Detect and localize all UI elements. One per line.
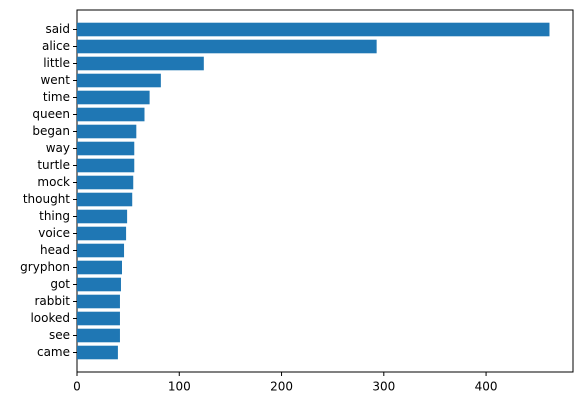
bar	[77, 175, 134, 190]
x-tick-label: 0	[73, 380, 81, 394]
y-tick-label: voice	[38, 226, 70, 240]
bar	[77, 209, 128, 224]
axes-frame	[76, 9, 574, 373]
bar	[77, 226, 127, 241]
bar	[77, 158, 135, 173]
bar	[77, 277, 121, 292]
x-tick-label: 400	[475, 380, 498, 394]
bar	[77, 328, 120, 343]
bar	[77, 90, 150, 105]
y-tick-label: went	[40, 73, 70, 87]
bar	[77, 243, 125, 258]
y-tick-label: queen	[32, 107, 70, 121]
x-tick-label: 300	[372, 380, 395, 394]
y-tick-label: time	[43, 90, 70, 104]
y-tick-label: came	[37, 345, 70, 359]
bar	[77, 124, 137, 139]
y-tick-label: said	[45, 22, 70, 36]
y-tick-label: gryphon	[20, 260, 70, 274]
bar	[77, 345, 118, 360]
y-tick-label: rabbit	[34, 294, 70, 308]
y-tick-label: see	[49, 328, 70, 342]
x-tick-label: 200	[270, 380, 293, 394]
bar	[77, 39, 377, 54]
bar	[77, 294, 120, 309]
bar	[77, 73, 161, 88]
bar	[77, 107, 145, 122]
bar	[77, 22, 550, 37]
bar	[77, 56, 204, 71]
y-tick-label: little	[43, 56, 70, 70]
bar	[77, 192, 133, 207]
y-tick-label: began	[32, 124, 70, 138]
bar	[77, 260, 122, 275]
bar	[77, 311, 120, 326]
y-tick-label: looked	[30, 311, 70, 325]
y-tick-label: thought	[23, 192, 70, 206]
bar	[77, 141, 135, 156]
y-tick-label: got	[50, 277, 70, 291]
y-tick-label: mock	[37, 175, 70, 189]
y-tick-label: turtle	[37, 158, 70, 172]
y-tick-label: thing	[39, 209, 70, 223]
x-tick-label: 100	[168, 380, 191, 394]
y-tick-label: way	[46, 141, 70, 155]
y-tick-label: alice	[42, 39, 70, 53]
y-tick-label: head	[40, 243, 70, 257]
